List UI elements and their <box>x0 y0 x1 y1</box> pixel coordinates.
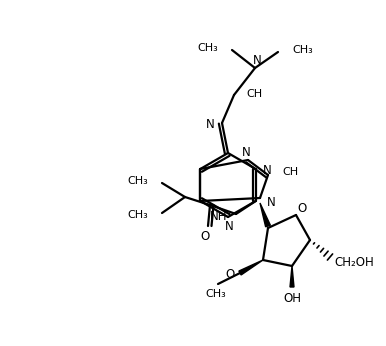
Polygon shape <box>239 260 263 275</box>
Text: CH₃: CH₃ <box>127 176 148 186</box>
Text: N: N <box>267 197 276 209</box>
Text: O: O <box>200 229 210 243</box>
Text: N: N <box>252 55 261 67</box>
Text: CH₃: CH₃ <box>127 210 148 220</box>
Text: N: N <box>242 146 251 158</box>
Text: CH: CH <box>246 89 262 99</box>
Text: NH: NH <box>210 210 227 224</box>
Text: O: O <box>226 268 235 282</box>
Polygon shape <box>290 266 294 287</box>
Text: N: N <box>263 164 271 176</box>
Text: N: N <box>206 118 215 131</box>
Text: CH₃: CH₃ <box>206 289 226 299</box>
Text: O: O <box>297 201 306 215</box>
Text: CH: CH <box>282 167 298 177</box>
Text: N: N <box>225 220 234 234</box>
Text: OH: OH <box>283 292 301 306</box>
Text: CH₂OH: CH₂OH <box>334 255 374 268</box>
Text: CH₃: CH₃ <box>292 45 313 55</box>
Polygon shape <box>260 203 270 227</box>
Text: CH₃: CH₃ <box>197 43 218 53</box>
